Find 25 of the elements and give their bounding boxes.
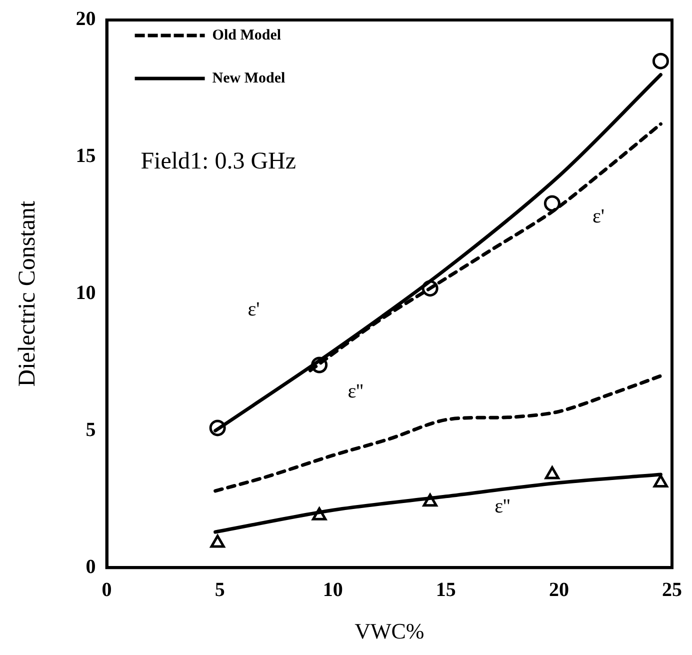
point [653,474,668,488]
y-tick-label: 0 [86,556,96,578]
y-tick-label: 20 [76,8,96,30]
point [210,534,225,548]
x-tick-label: 15 [436,578,456,601]
x-tick-label: 20 [548,578,569,601]
point [544,466,560,480]
point [652,52,669,70]
x-tick-label: 25 [662,578,682,601]
x-tick-label: 10 [322,578,343,601]
annotation: Field1: 0.3 GHz [140,148,296,175]
point [544,195,560,212]
legend-label: New Model [212,70,286,86]
legend-label: Old Model [212,27,282,44]
y-tick-label: 15 [76,145,96,168]
x-tick-label: 5 [214,578,225,601]
x-axis-title: VWC% [354,618,424,644]
y-tick-label: 10 [76,282,96,304]
annotation: ε' [592,205,605,228]
x-tick-label: 0 [102,578,112,601]
annotation: ε'' [494,496,510,518]
annotation: ε' [248,298,260,320]
annotation: ε'' [348,380,364,403]
y-axis-title: Dielectric Constant [14,200,41,387]
y-tick-label: 5 [86,418,96,441]
